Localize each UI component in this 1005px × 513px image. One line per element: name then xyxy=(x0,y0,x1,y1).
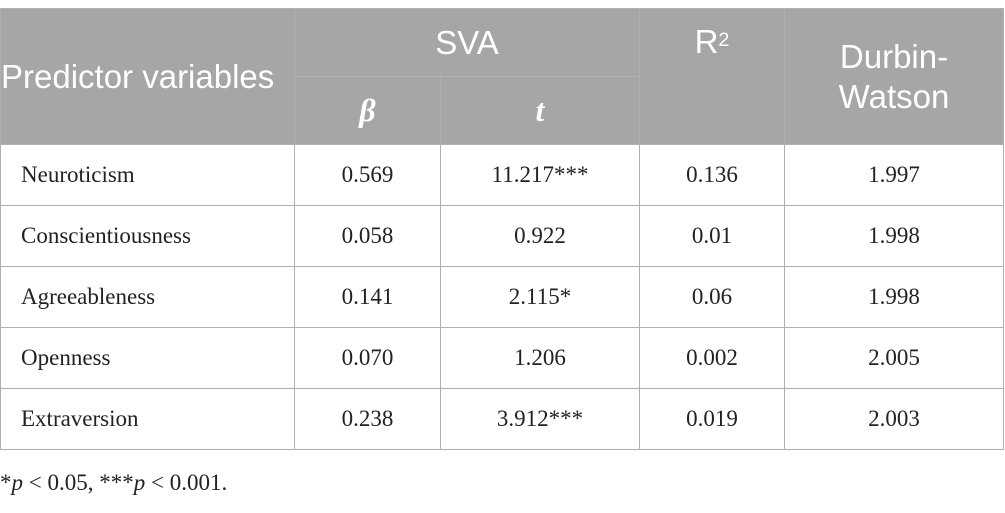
cell-durbin-watson: 1.998 xyxy=(784,205,1004,267)
footnote-star-3: *** xyxy=(99,470,134,495)
header-sva: SVA xyxy=(294,8,640,77)
cell-t: 0.922 xyxy=(440,205,640,267)
cell-r2: 0.002 xyxy=(639,327,785,389)
cell-durbin-watson: 2.003 xyxy=(784,388,1004,450)
cell-durbin-watson: 2.005 xyxy=(784,327,1004,389)
header-r-squared-base: R xyxy=(694,23,719,60)
cell-t: 3.912*** xyxy=(440,388,640,450)
table-row: Neuroticism 0.569 11.217*** 0.136 1.997 xyxy=(0,144,1004,206)
cell-predictor: Openness xyxy=(0,327,295,389)
cell-beta: 0.141 xyxy=(294,266,441,328)
cell-beta: 0.569 xyxy=(294,144,441,206)
cell-t: 11.217*** xyxy=(440,144,640,206)
footnote-star-1: * xyxy=(0,470,12,495)
cell-predictor: Extraversion xyxy=(0,388,295,450)
header-beta: β xyxy=(294,76,441,145)
header-predictor-variables: Predictor variables xyxy=(0,8,295,145)
footnote-p-1: p xyxy=(11,470,24,495)
cell-r2: 0.06 xyxy=(639,266,785,328)
cell-beta: 0.070 xyxy=(294,327,441,389)
footnote-p-2: p xyxy=(133,470,146,495)
footnote-value-2: < 0.001. xyxy=(145,470,228,495)
table-row: Openness 0.070 1.206 0.002 2.005 xyxy=(0,327,1004,389)
header-row-1: Predictor variables SVA R2 Durbin-Watson xyxy=(0,8,1004,145)
cell-predictor: Conscientiousness xyxy=(0,205,295,267)
cell-r2: 0.136 xyxy=(639,144,785,206)
header-r-squared-exponent: 2 xyxy=(718,29,730,52)
table-body: Neuroticism 0.569 11.217*** 0.136 1.997 … xyxy=(0,144,1004,450)
cell-predictor: Agreeableness xyxy=(0,266,295,328)
regression-table: Predictor variables SVA R2 Durbin-Watson… xyxy=(0,8,1004,450)
cell-t: 1.206 xyxy=(440,327,640,389)
header-row-2: β t xyxy=(1,76,1004,145)
header-r-squared: R2 xyxy=(639,8,785,145)
cell-durbin-watson: 1.997 xyxy=(784,144,1004,206)
footnote-value-1: < 0.05, xyxy=(23,470,100,495)
table-header: Predictor variables SVA R2 Durbin-Watson… xyxy=(0,8,1004,145)
table-row: Extraversion 0.238 3.912*** 0.019 2.003 xyxy=(0,388,1004,450)
header-durbin-watson: Durbin-Watson xyxy=(784,8,1004,145)
table-footnote: *p < 0.05, ***p < 0.001. xyxy=(0,470,227,496)
table-row: Agreeableness 0.141 2.115* 0.06 1.998 xyxy=(0,266,1004,328)
cell-r2: 0.01 xyxy=(639,205,785,267)
header-t: t xyxy=(440,76,640,145)
cell-r2: 0.019 xyxy=(639,388,785,450)
cell-durbin-watson: 1.998 xyxy=(784,266,1004,328)
cell-beta: 0.058 xyxy=(294,205,441,267)
cell-t: 2.115* xyxy=(440,266,640,328)
cell-predictor: Neuroticism xyxy=(0,144,295,206)
table-row: Conscientiousness 0.058 0.922 0.01 1.998 xyxy=(0,205,1004,267)
cell-beta: 0.238 xyxy=(294,388,441,450)
